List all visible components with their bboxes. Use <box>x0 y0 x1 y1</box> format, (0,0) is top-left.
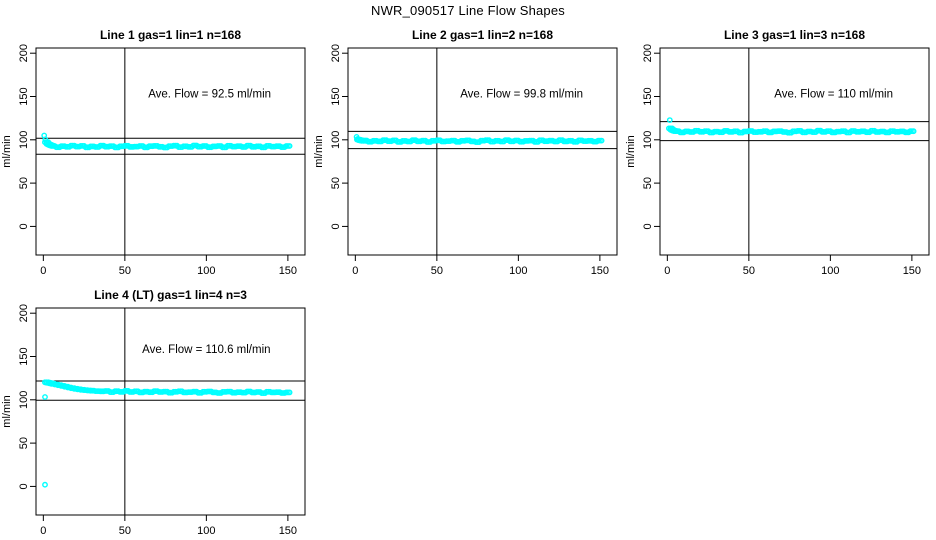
y-tick-label: 50 <box>642 177 654 189</box>
average-flow-annotation: Ave. Flow = 92.5 ml/min <box>148 88 271 100</box>
x-tick-label: 50 <box>119 525 131 537</box>
x-tick-label: 50 <box>743 265 755 277</box>
data-point <box>910 128 917 135</box>
subplot-line-2-title: Line 2 gas=1 lin=2 n=168 <box>411 28 554 42</box>
y-tick-label: 200 <box>330 44 342 62</box>
y-tick-label: 200 <box>18 44 30 62</box>
data-points <box>42 379 293 488</box>
x-tick-label: 150 <box>903 265 921 277</box>
reference-lines <box>660 48 929 255</box>
subplot-line-1: Line 1 gas=1 lin=1 n=168 0 50 100 150 0 50 100… <box>0 26 312 280</box>
data-points <box>666 117 917 136</box>
x-tick-label: 50 <box>431 265 443 277</box>
x-tick-label: 100 <box>197 525 215 537</box>
y-tick-label: 200 <box>18 304 30 322</box>
average-flow-annotation: Ave. Flow = 110.6 ml/min <box>142 344 270 356</box>
y-tick-label: 100 <box>18 391 30 409</box>
average-flow-annotation: Ave. Flow = 99.8 ml/min <box>460 88 583 100</box>
y-tick-label: 200 <box>642 44 654 62</box>
y-axis: 0 50 100 150 200 <box>330 44 348 229</box>
data-point <box>42 481 48 488</box>
data-point <box>42 394 48 400</box>
y-axis-label: ml/min <box>625 135 637 167</box>
y-tick-label: 50 <box>330 177 342 189</box>
plot-box <box>659 47 930 256</box>
x-tick-label: 150 <box>279 265 297 277</box>
data-point <box>286 389 293 396</box>
y-tick-label: 0 <box>18 223 30 229</box>
subplot-line-3: Line 3 gas=1 lin=3 n=168 0 50 100 150 0 50 100… <box>624 26 936 280</box>
subplot-line-1-title: Line 1 gas=1 lin=1 n=168 <box>99 28 242 42</box>
data-point <box>666 117 673 124</box>
y-tick-label: 50 <box>18 437 30 449</box>
x-tick-label: 0 <box>352 265 358 277</box>
subplot-line-4-title: Line 4 (LT) gas=1 lin=4 n=3 <box>94 288 247 302</box>
average-flow-annotation: Ave. Flow = 110 ml/min <box>774 88 893 100</box>
y-tick-label: 0 <box>18 483 30 489</box>
y-tick-label: 0 <box>642 223 654 229</box>
x-tick-label: 0 <box>40 525 46 537</box>
x-tick-label: 100 <box>197 265 215 277</box>
y-tick-label: 150 <box>642 87 654 105</box>
plot-box <box>35 307 306 516</box>
reference-lines <box>36 308 305 515</box>
y-axis: 0 50 100 150 200 <box>18 44 36 229</box>
y-tick-label: 100 <box>330 131 342 149</box>
reference-lines <box>348 48 617 255</box>
subplot-line-1-plot: 0 50 100 150 0 50 100 150 200 ml/min Ave. Flow = 9… <box>1 44 306 277</box>
data-point <box>598 137 605 144</box>
y-axis: 0 50 100 150 200 <box>18 304 36 489</box>
figure-title: NWR_090517 Line Flow Shapes <box>370 3 565 18</box>
plot-box <box>35 47 306 256</box>
x-tick-label: 0 <box>40 265 46 277</box>
x-tick-label: 50 <box>119 265 131 277</box>
y-tick-label: 150 <box>18 347 30 365</box>
plot-box <box>347 47 618 256</box>
subplot-line-2: Line 2 gas=1 lin=2 n=168 0 50 100 150 0 50 100… <box>312 26 624 280</box>
data-points <box>353 134 605 146</box>
y-axis: 0 50 100 150 200 <box>642 44 660 229</box>
x-axis: 0 50 100 150 <box>352 255 609 277</box>
subplot-line-3-plot: 0 50 100 150 0 50 100 150 200 ml/min Ave. Flow = 1… <box>625 44 930 277</box>
y-tick-label: 0 <box>330 223 342 229</box>
y-tick-label: 150 <box>18 87 30 105</box>
data-points <box>41 132 293 151</box>
y-axis-label: ml/min <box>313 135 325 167</box>
subplot-line-4: Line 4 (LT) gas=1 lin=4 n=3 0 50 100 150 0 50… <box>0 286 312 540</box>
subplot-line-2-plot: 0 50 100 150 0 50 100 150 200 ml/min Ave. Flow = 9… <box>313 44 618 277</box>
y-axis-label: ml/min <box>1 395 13 427</box>
y-axis-label: ml/min <box>1 135 13 167</box>
subplot-line-4-plot: 0 50 100 150 0 50 100 150 200 ml/min Ave. Flow = 1… <box>1 304 306 537</box>
x-tick-label: 150 <box>591 265 609 277</box>
x-tick-label: 100 <box>509 265 527 277</box>
y-tick-label: 150 <box>330 87 342 105</box>
y-tick-label: 100 <box>642 131 654 149</box>
y-tick-label: 100 <box>18 131 30 149</box>
reference-lines <box>36 48 305 255</box>
x-axis: 0 50 100 150 <box>664 255 921 277</box>
x-axis: 0 50 100 150 <box>40 255 297 277</box>
x-tick-label: 100 <box>821 265 839 277</box>
x-axis: 0 50 100 150 <box>40 515 297 537</box>
x-tick-label: 150 <box>279 525 297 537</box>
y-tick-label: 50 <box>18 177 30 189</box>
data-point <box>286 143 293 149</box>
subplot-line-3-title: Line 3 gas=1 lin=3 n=168 <box>723 28 866 42</box>
x-tick-label: 0 <box>664 265 670 277</box>
